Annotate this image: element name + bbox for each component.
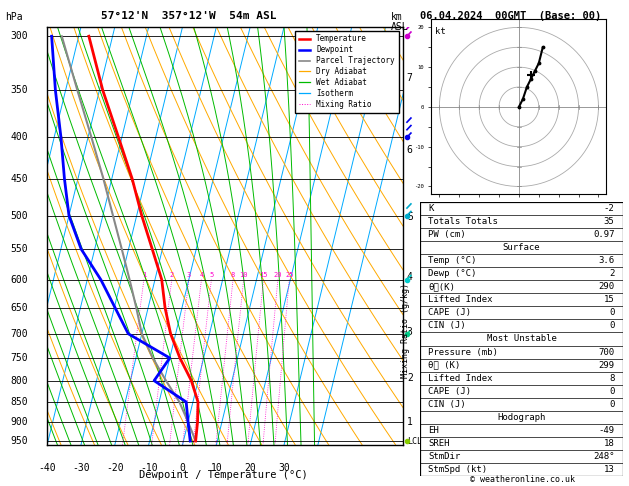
Text: PW (cm): PW (cm) xyxy=(428,230,466,239)
Text: K: K xyxy=(428,204,433,213)
Text: 3: 3 xyxy=(187,272,191,278)
Text: 750: 750 xyxy=(10,353,28,363)
Text: 35: 35 xyxy=(604,217,615,226)
Text: 248°: 248° xyxy=(593,452,615,461)
Text: 700: 700 xyxy=(10,329,28,339)
Text: Surface: Surface xyxy=(503,243,540,252)
Text: 6: 6 xyxy=(407,145,413,155)
Text: 20: 20 xyxy=(245,464,256,473)
Text: StmDir: StmDir xyxy=(428,452,460,461)
Text: EH: EH xyxy=(428,426,439,435)
Text: hPa: hPa xyxy=(5,12,23,22)
Text: 4: 4 xyxy=(199,272,204,278)
Text: 57°12'N  357°12'W  54m ASL: 57°12'N 357°12'W 54m ASL xyxy=(101,11,277,21)
Text: 400: 400 xyxy=(10,132,28,142)
Text: 2: 2 xyxy=(610,269,615,278)
Text: 0: 0 xyxy=(610,308,615,317)
Text: StmSpd (kt): StmSpd (kt) xyxy=(428,465,487,474)
Text: 650: 650 xyxy=(10,303,28,313)
Text: 25: 25 xyxy=(285,272,294,278)
Text: LCL: LCL xyxy=(407,436,422,446)
Text: CIN (J): CIN (J) xyxy=(428,321,466,330)
Text: 3.6: 3.6 xyxy=(598,256,615,265)
Text: 18: 18 xyxy=(604,439,615,448)
Text: Dewpoint / Temperature (°C): Dewpoint / Temperature (°C) xyxy=(139,470,308,480)
Text: 350: 350 xyxy=(10,86,28,95)
Text: 30: 30 xyxy=(278,464,290,473)
Text: CIN (J): CIN (J) xyxy=(428,400,466,409)
Text: 850: 850 xyxy=(10,397,28,407)
Text: kt: kt xyxy=(435,27,446,36)
Text: Totals Totals: Totals Totals xyxy=(428,217,498,226)
Text: Dewp (°C): Dewp (°C) xyxy=(428,269,477,278)
Text: 5: 5 xyxy=(209,272,213,278)
Text: CAPE (J): CAPE (J) xyxy=(428,308,471,317)
Text: 10: 10 xyxy=(211,464,222,473)
Text: θᴇ(K): θᴇ(K) xyxy=(428,282,455,291)
Text: 600: 600 xyxy=(10,275,28,285)
Text: Pressure (mb): Pressure (mb) xyxy=(428,347,498,357)
Text: -10: -10 xyxy=(140,464,157,473)
Text: 15: 15 xyxy=(604,295,615,304)
Legend: Temperature, Dewpoint, Parcel Trajectory, Dry Adiabat, Wet Adiabat, Isotherm, Mi: Temperature, Dewpoint, Parcel Trajectory… xyxy=(295,31,399,113)
Text: 0: 0 xyxy=(610,321,615,330)
Text: 299: 299 xyxy=(598,361,615,370)
Text: 500: 500 xyxy=(10,210,28,221)
Text: CAPE (J): CAPE (J) xyxy=(428,387,471,396)
Text: 2: 2 xyxy=(407,373,413,383)
Text: 0: 0 xyxy=(610,400,615,409)
Text: Hodograph: Hodograph xyxy=(498,413,545,422)
Text: 0.97: 0.97 xyxy=(593,230,615,239)
Text: Most Unstable: Most Unstable xyxy=(486,334,557,344)
Text: 0: 0 xyxy=(610,387,615,396)
Text: 5: 5 xyxy=(407,212,413,222)
Text: 06.04.2024  00GMT  (Base: 00): 06.04.2024 00GMT (Base: 00) xyxy=(420,11,601,21)
Text: 3: 3 xyxy=(407,327,413,337)
Text: 20: 20 xyxy=(274,272,282,278)
Text: 300: 300 xyxy=(10,31,28,41)
Text: 1: 1 xyxy=(142,272,146,278)
Text: 700: 700 xyxy=(598,347,615,357)
Text: -40: -40 xyxy=(38,464,56,473)
Text: 7: 7 xyxy=(407,73,413,83)
Text: 800: 800 xyxy=(10,376,28,386)
Text: Lifted Index: Lifted Index xyxy=(428,374,493,382)
Text: Mixing Ratio (g/kg): Mixing Ratio (g/kg) xyxy=(401,283,410,378)
Text: ASL: ASL xyxy=(391,22,409,32)
Text: Temp (°C): Temp (°C) xyxy=(428,256,477,265)
Text: 4: 4 xyxy=(407,272,413,282)
Text: -30: -30 xyxy=(72,464,90,473)
Text: 10: 10 xyxy=(240,272,248,278)
Text: -49: -49 xyxy=(598,426,615,435)
Text: -20: -20 xyxy=(106,464,124,473)
Text: 900: 900 xyxy=(10,417,28,427)
Text: 2: 2 xyxy=(170,272,174,278)
Text: 15: 15 xyxy=(259,272,268,278)
Text: 8: 8 xyxy=(231,272,235,278)
Text: 13: 13 xyxy=(604,465,615,474)
Text: 290: 290 xyxy=(598,282,615,291)
Text: 8: 8 xyxy=(610,374,615,382)
Text: © weatheronline.co.uk: © weatheronline.co.uk xyxy=(470,474,574,484)
Text: θᴇ (K): θᴇ (K) xyxy=(428,361,460,370)
Text: 950: 950 xyxy=(10,436,28,446)
Text: Lifted Index: Lifted Index xyxy=(428,295,493,304)
Text: 550: 550 xyxy=(10,244,28,254)
Text: -2: -2 xyxy=(604,204,615,213)
Text: km: km xyxy=(391,12,403,22)
Text: SREH: SREH xyxy=(428,439,450,448)
Text: 0: 0 xyxy=(180,464,186,473)
Text: 450: 450 xyxy=(10,174,28,184)
Text: 1: 1 xyxy=(407,417,413,427)
